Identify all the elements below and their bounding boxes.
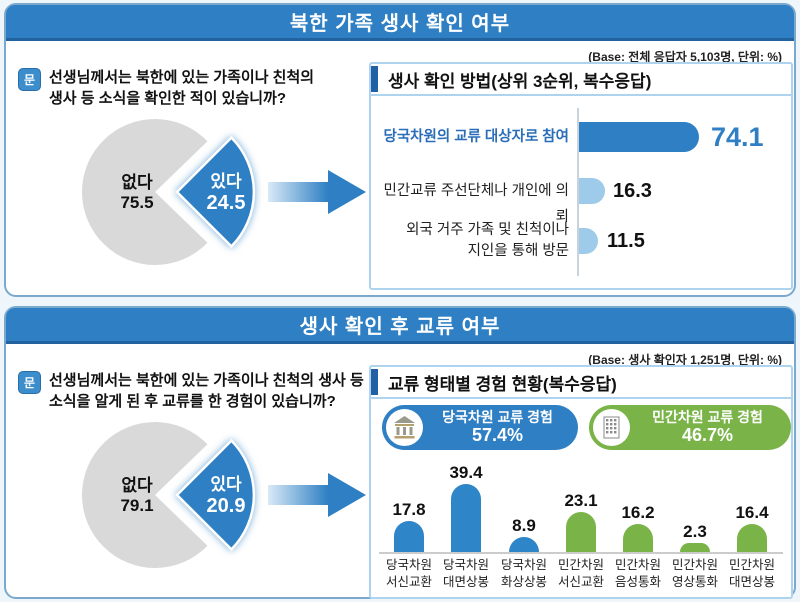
vbar-cat-3: 당국차원 화상상봉 [500, 558, 547, 589]
hbar-2 [579, 178, 606, 204]
hbar-value-3: 11.5 [607, 230, 645, 252]
panel2-pie-chart: 없다 79.1 있다 20.9 [81, 422, 256, 568]
pie-yes-value: 24.5 [207, 192, 246, 214]
pie-no-label: 없다 [121, 173, 153, 192]
panel-survival-check: 북한 가족 생사 확인 여부 (Base: 전체 응답자 5,103명, 단위:… [4, 3, 796, 297]
vbar-4 [566, 512, 596, 552]
vbar-5 [623, 523, 653, 552]
vbar-3 [509, 536, 539, 552]
pie-yes-value: 20.9 [207, 495, 246, 517]
panel2-subsection-title: 교류 형태별 경험 현황(복수응답) [371, 367, 791, 399]
panel1-subsection-title: 생사 확인 방법(상위 3순위, 복수응답) [371, 64, 791, 96]
badge-government-text: 당국차원 교류 경험 57.4% [442, 409, 553, 446]
pie-no-label: 없다 [121, 476, 153, 495]
title-accent-bar [371, 369, 378, 395]
panel2-title: 생사 확인 후 교류 여부 [6, 308, 794, 344]
panel1-base-note: (Base: 전체 응답자 5,103명, 단위: %) [588, 50, 782, 64]
hbar-3 [579, 228, 598, 254]
vbar-baseline [379, 552, 783, 554]
right-arrow-icon [268, 170, 366, 214]
pie-slice-yes [175, 438, 256, 552]
hbar-1 [579, 122, 700, 152]
panel1-question: 문 선생님께서는 북한에 있는 가족이나 친척의 생사 등 소식을 확인한 적이… [18, 67, 368, 109]
panel1-pie-chart: 없다 75.5 있다 24.5 [81, 119, 256, 265]
vbar-2 [451, 483, 481, 552]
vbar-cat-4: 민간차원 서신교환 [557, 558, 604, 589]
hbar-value-2: 16.3 [613, 180, 652, 202]
vbar-cat-5: 민간차원 음성통화 [614, 558, 661, 589]
panel2-question: 문 선생님께서는 북한에 있는 가족이나 친척의 생사 등 소식을 알게 된 후… [18, 370, 368, 412]
vbar-1 [394, 521, 424, 552]
vbar-cat-6: 민간차원 영상통화 [671, 558, 718, 589]
vbar-group-6: 2.3 민간차원 영상통화 [666, 367, 724, 601]
government-building-icon [386, 409, 423, 446]
hbar-label-3: 외국 거주 가족 및 친척이나 지인을 통해 방문 [406, 222, 569, 259]
vbar-cat-7: 민간차원 대면상봉 [728, 558, 775, 589]
pie-no-value: 79.1 [120, 496, 153, 515]
hbar-value-1: 74.1 [711, 122, 764, 152]
badge-civilian-text: 민간차원 교류 경험 46.7% [652, 409, 763, 446]
vbar-group-2: 39.4 당국차원 대면상봉 [437, 367, 495, 601]
panel2-question-text: 선생님께서는 북한에 있는 가족이나 친척의 생사 등 소식을 알게 된 후 교… [49, 372, 364, 410]
panel1-question-text: 선생님께서는 북한에 있는 가족이나 친척의 생사 등 소식을 확인한 적이 있… [49, 69, 315, 107]
apartment-building-icon [593, 409, 630, 446]
pie-yes-label: 있다 [210, 475, 242, 494]
vbar-group-3: 8.9 당국차원 화상상봉 [495, 367, 553, 601]
hbar-label-2: 민간교류 주선단체나 개인에 의뢰 [383, 183, 569, 225]
hbar-axis-line [577, 108, 579, 276]
hbar-label-1: 당국차원의 교류 대상자로 참여 [383, 129, 569, 145]
panel2-base-note: (Base: 생사 확인자 1,251명, 단위: %) [588, 353, 782, 367]
badge-civilian-exchange: 민간차원 교류 경험 46.7% [589, 405, 791, 450]
pie-slice-no [81, 422, 208, 568]
pie-no-value: 75.5 [120, 193, 153, 212]
vbar-group-4: 23.1 민간차원 서신교환 [552, 367, 610, 601]
vbar-6 [680, 543, 710, 552]
vbar-7 [737, 523, 767, 552]
right-arrow-icon [268, 473, 366, 517]
vbar-group-1: 17.8 당국차원 서신교환 [380, 367, 438, 601]
panel1-title: 북한 가족 생사 확인 여부 [6, 5, 794, 41]
pie-slice-no [81, 119, 208, 265]
title-accent-bar [371, 66, 378, 92]
vbar-cat-1: 당국차원 서신교환 [385, 558, 432, 589]
question-icon: 문 [18, 68, 41, 91]
vbar-group-7: 16.4 민간차원 대면상봉 [723, 367, 781, 601]
pie-yes-label: 있다 [210, 172, 242, 191]
panel1-method-box: 생사 확인 방법(상위 3순위, 복수응답) 당국차원의 교류 대상자로 참여 … [369, 62, 793, 290]
panel-exchange-after-check: 생사 확인 후 교류 여부 (Base: 생사 확인자 1,251명, 단위: … [4, 306, 796, 599]
question-icon: 문 [18, 371, 41, 394]
vbar-group-5: 16.2 민간차원 음성통화 [609, 367, 667, 601]
vbar-cat-2: 당국차원 대면상봉 [442, 558, 489, 589]
badge-government-exchange: 당국차원 교류 경험 57.4% [382, 405, 578, 450]
panel2-exchange-box: 교류 형태별 경험 현황(복수응답) 당국차원 교류 경 [369, 365, 793, 599]
pie-slice-yes [175, 135, 256, 249]
